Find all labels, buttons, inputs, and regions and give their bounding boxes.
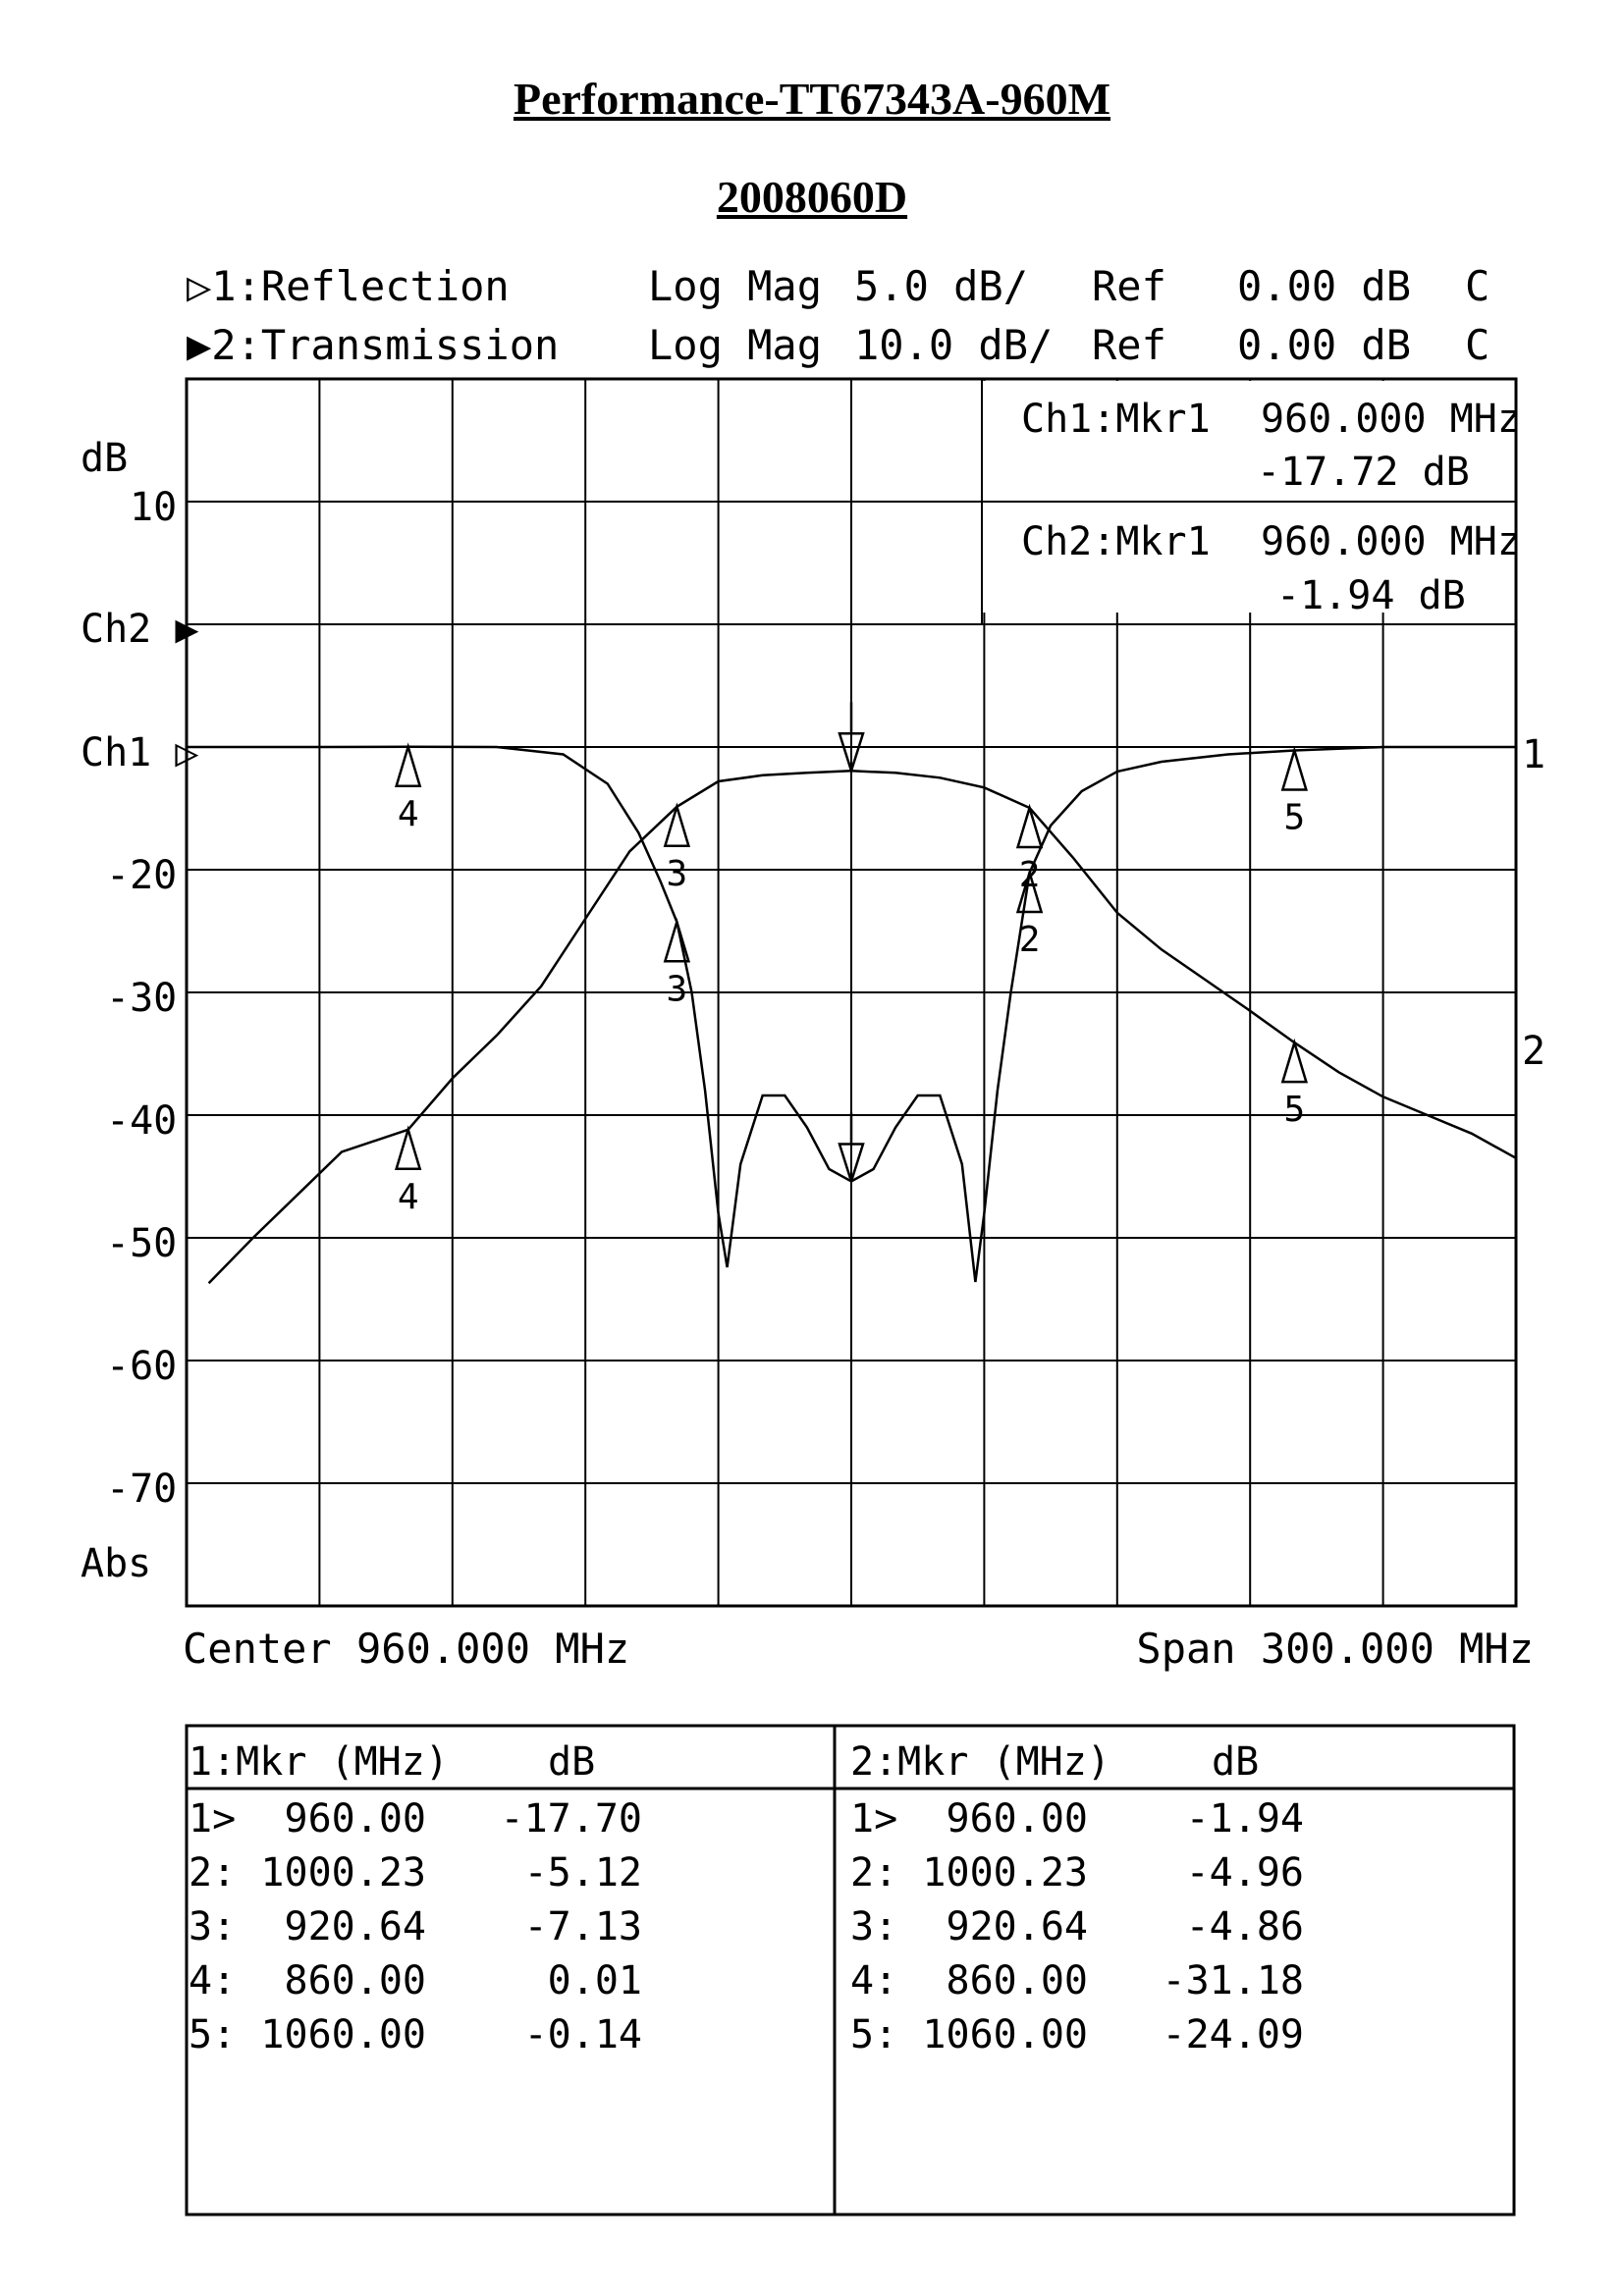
marker-5-reflection bbox=[1280, 746, 1309, 791]
marker-5-transmission bbox=[1280, 1038, 1309, 1084]
document-title: Performance-TT67343A-960M bbox=[513, 74, 1111, 124]
ch2-ref-label: Ref bbox=[1092, 321, 1166, 369]
marker-2-label-transmission: 2 bbox=[1019, 855, 1041, 895]
table-row-db: 0.01 bbox=[548, 1958, 642, 2003]
center-frequency-label: Center 960.000 MHz bbox=[183, 1625, 629, 1673]
plot-frame bbox=[185, 377, 1518, 1608]
ch2-marker-freq: 960.000 MHz bbox=[1261, 519, 1521, 564]
table-row-frequency: 1060.00 bbox=[260, 2012, 426, 2057]
ch2-table-header-mkr: 2:Mkr (MHz) bbox=[850, 1739, 1110, 1785]
ch1-marker-label: Ch1:Mkr1 bbox=[1021, 397, 1211, 442]
marker-4-label-reflection: 4 bbox=[398, 794, 419, 834]
table-row-frequency: 1000.23 bbox=[260, 1850, 426, 1896]
marker-table-rows: 1> 960.00 -17.70 2: 1000.23 -5.12 3: 920.64 -7.1… bbox=[189, 1796, 1304, 2057]
ch2-ref-position-label: Ch2 ▶ bbox=[81, 607, 198, 652]
table-row-db: -4.96 bbox=[1186, 1850, 1304, 1896]
ch2-format: Log Mag bbox=[648, 321, 822, 369]
marker-3-label-transmission: 3 bbox=[667, 854, 688, 894]
ch2-marker-label: Ch2:Mkr1 bbox=[1021, 519, 1211, 564]
table-row-marker: 2: bbox=[850, 1850, 897, 1896]
ch1-format: Log Mag bbox=[648, 262, 822, 310]
marker-1-reflection bbox=[838, 1112, 865, 1186]
trace-transmission-line bbox=[207, 770, 1517, 1285]
document-subtitle: 2008060D bbox=[716, 172, 908, 222]
table-row-db: -1.94 bbox=[1186, 1796, 1304, 1842]
table-row-marker: 1> bbox=[850, 1796, 897, 1842]
marker-3-transmission bbox=[663, 802, 691, 847]
table-row-marker: 2: bbox=[189, 1850, 236, 1896]
table-row-db: -7.13 bbox=[524, 1904, 642, 1949]
markers: 2 3 4 5 2 3 4 5 bbox=[394, 702, 1309, 1217]
table-row-db: -0.14 bbox=[524, 2012, 642, 2057]
y-tick-label: -40 bbox=[106, 1098, 177, 1144]
marker-2-transmission bbox=[1015, 803, 1044, 849]
abs-label: Abs bbox=[81, 1541, 151, 1586]
table-row-db: -17.70 bbox=[501, 1796, 643, 1842]
ch1-ref-position-label: Ch1 ▷ bbox=[81, 730, 198, 775]
trace-end-label-ch2: 2 bbox=[1522, 1029, 1545, 1074]
table-row-marker: 1> bbox=[189, 1796, 236, 1842]
ch2-scale: 10.0 dB/ bbox=[854, 321, 1053, 369]
table-row-frequency: 960.00 bbox=[285, 1796, 427, 1842]
span-label: Span 300.000 MHz bbox=[1136, 1625, 1534, 1673]
table-row-marker: 3: bbox=[850, 1904, 897, 1949]
y-tick-label: -20 bbox=[106, 853, 177, 898]
y-unit-label: dB bbox=[81, 436, 128, 481]
ch2-flag: C bbox=[1465, 321, 1489, 369]
marker-1-transmission bbox=[838, 702, 865, 775]
table-row-marker: 4: bbox=[850, 1958, 897, 2003]
table-row-marker: 4: bbox=[189, 1958, 236, 2003]
marker-2-label-reflection: 2 bbox=[1019, 920, 1041, 960]
ch1-ref-label: Ref bbox=[1092, 262, 1166, 310]
ch1-indicator: ▷1:Reflection bbox=[187, 262, 510, 310]
table-row-frequency: 960.00 bbox=[947, 1796, 1089, 1842]
table-row-db: -31.18 bbox=[1163, 1958, 1305, 2003]
ch2-ref-value: 0.00 dB bbox=[1237, 321, 1411, 369]
ch1-table-header-db: dB bbox=[548, 1739, 595, 1785]
marker-4-label-transmission: 4 bbox=[398, 1177, 419, 1217]
marker-4-transmission bbox=[394, 1125, 422, 1170]
ch1-scale: 5.0 dB/ bbox=[854, 262, 1028, 310]
ch1-flag: C bbox=[1465, 262, 1489, 310]
y-tick-label: 10 bbox=[130, 485, 177, 530]
table-row-db: -24.09 bbox=[1163, 2012, 1305, 2057]
table-row-marker: 5: bbox=[850, 2012, 897, 2057]
marker-4-reflection bbox=[394, 742, 422, 787]
y-tick-label: -50 bbox=[106, 1221, 177, 1266]
table-row-marker: 5: bbox=[189, 2012, 236, 2057]
table-row-db: -5.12 bbox=[524, 1850, 642, 1896]
marker-3-label-reflection: 3 bbox=[667, 969, 688, 1009]
marker-2-reflection bbox=[1015, 868, 1044, 914]
ch1-table-header-mkr: 1:Mkr (MHz) bbox=[189, 1739, 449, 1785]
ch1-ref-value: 0.00 dB bbox=[1237, 262, 1411, 310]
ch2-marker-value: -1.94 dB bbox=[1276, 573, 1466, 618]
ch1-marker-freq: 960.000 MHz bbox=[1261, 397, 1521, 442]
table-row-frequency: 920.64 bbox=[285, 1904, 427, 1949]
y-tick-label: -70 bbox=[106, 1467, 177, 1512]
table-row-frequency: 860.00 bbox=[285, 1958, 427, 2003]
table-row-frequency: 920.64 bbox=[947, 1904, 1089, 1949]
marker-table-frame bbox=[185, 1724, 1516, 2216]
y-tick-label: -60 bbox=[106, 1344, 177, 1389]
ch1-marker-value: -17.72 dB bbox=[1257, 450, 1470, 495]
marker-3-reflection bbox=[663, 917, 691, 963]
table-row-frequency: 1000.23 bbox=[922, 1850, 1088, 1896]
marker-readout-bg bbox=[982, 381, 1514, 613]
marker-5-label-transmission: 5 bbox=[1283, 1090, 1305, 1130]
trace-end-label-ch1: 1 bbox=[1522, 732, 1545, 777]
marker-5-label-reflection: 5 bbox=[1283, 798, 1305, 838]
table-row-frequency: 860.00 bbox=[947, 1958, 1089, 2003]
table-row-frequency: 1060.00 bbox=[922, 2012, 1088, 2057]
table-row-marker: 3: bbox=[189, 1904, 236, 1949]
y-tick-label: -30 bbox=[106, 976, 177, 1021]
table-row-db: -4.86 bbox=[1186, 1904, 1304, 1949]
ch2-indicator: ▶2:Transmission bbox=[187, 321, 559, 369]
ch2-table-header-db: dB bbox=[1212, 1739, 1259, 1785]
